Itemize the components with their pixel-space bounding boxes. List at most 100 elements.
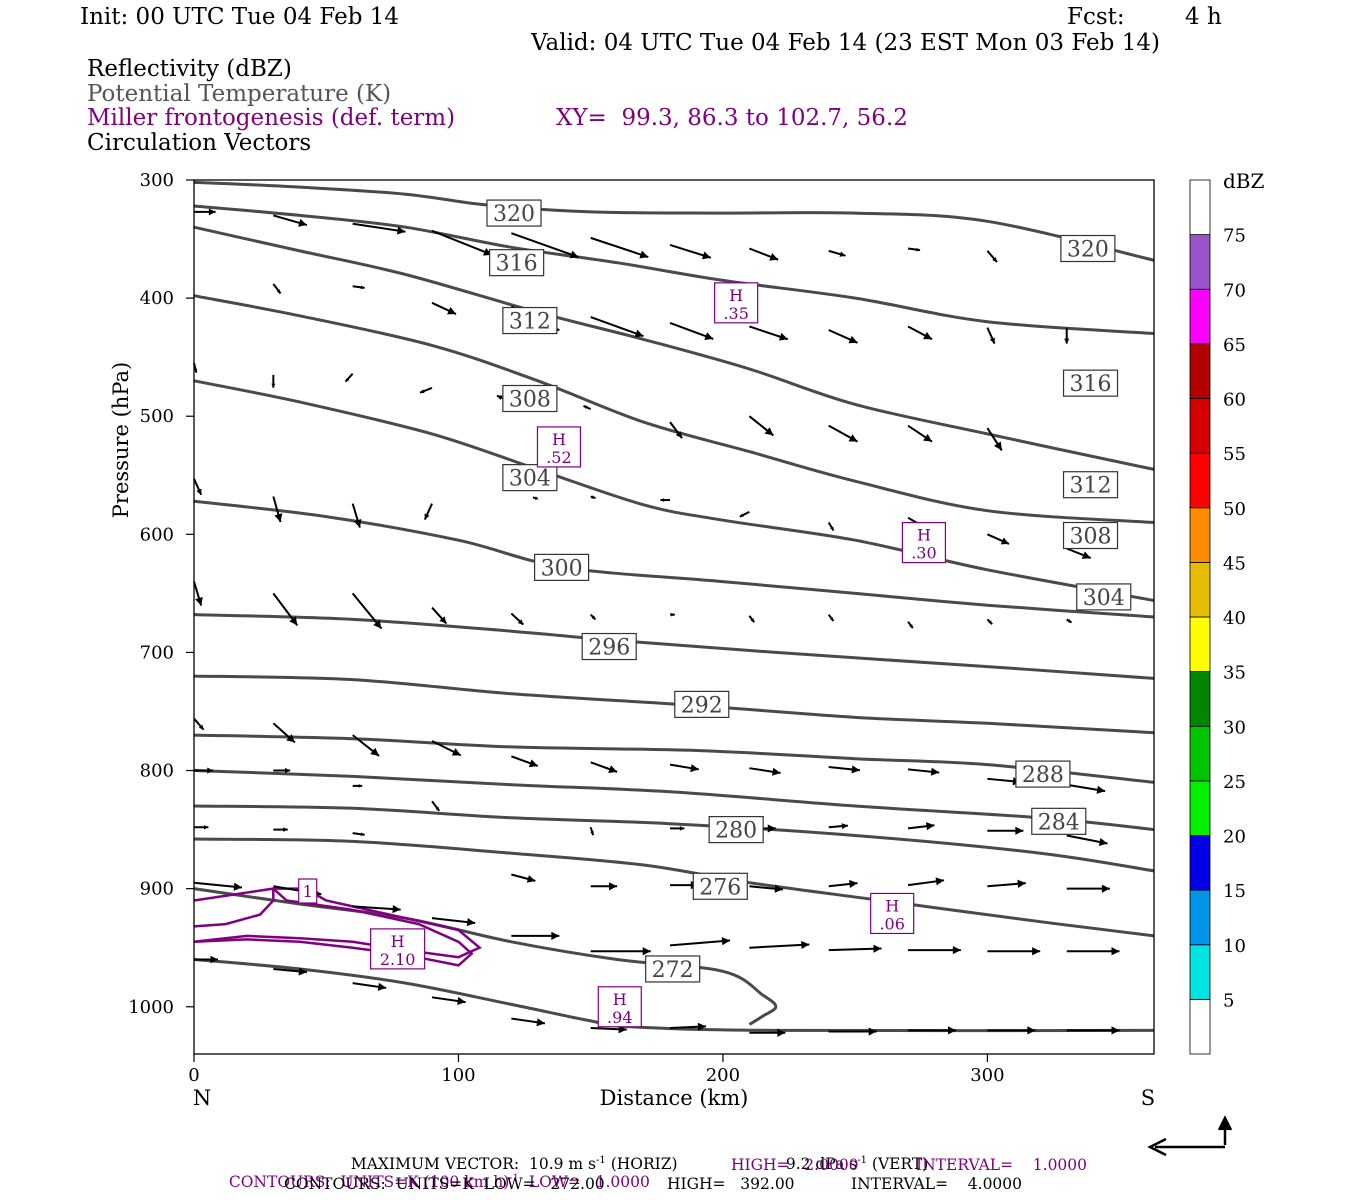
footer-contours-theta-high: HIGH= 392.00 xyxy=(667,1175,795,1193)
colorbar-level-label: 45 xyxy=(1223,553,1246,574)
x-tick-label: 0 xyxy=(188,1065,199,1086)
vector-arrow xyxy=(986,250,998,263)
miller-contour-label-box xyxy=(298,878,318,904)
vector-head xyxy=(533,496,537,501)
vector-head xyxy=(841,823,848,830)
y-tick-label: 300 xyxy=(140,170,174,191)
vector-head xyxy=(769,252,779,261)
colorbar-level-label: 50 xyxy=(1223,499,1246,520)
theta-label-320: 320 xyxy=(486,199,542,227)
vector-head xyxy=(830,526,834,531)
vector-arrow xyxy=(907,822,935,831)
vector-arrow xyxy=(589,613,597,621)
vector-head xyxy=(1000,537,1009,545)
vector-arrow xyxy=(510,612,525,626)
vector-arrow xyxy=(827,614,835,622)
vector-arrow xyxy=(1066,783,1106,794)
vector-head xyxy=(1111,947,1120,956)
vector-head xyxy=(639,250,649,259)
vector-head xyxy=(345,377,350,382)
theta-label-box xyxy=(1076,583,1132,611)
vector-head xyxy=(992,257,997,263)
colorbar-level-label: 35 xyxy=(1223,663,1246,684)
theta-label-text: 296 xyxy=(588,636,630,661)
miller-max-marker: H.35 xyxy=(714,282,759,324)
miller-max-value: .35 xyxy=(723,304,748,323)
theta-contour-296 xyxy=(193,613,1155,680)
vector-arrow xyxy=(660,498,671,502)
vector-head xyxy=(439,616,447,624)
vector-head xyxy=(848,335,858,344)
vector-head xyxy=(396,226,406,235)
vector-head xyxy=(583,405,588,410)
vector-arrow xyxy=(193,581,203,606)
vector-arrow xyxy=(511,755,539,768)
theta-contour-276 xyxy=(193,837,1155,938)
vector-head xyxy=(536,1018,545,1027)
theta-label-276: 276 xyxy=(692,872,748,900)
miller-contour-2.10 xyxy=(193,887,474,967)
vector-head xyxy=(195,596,203,606)
miller-max-h: H xyxy=(391,932,405,951)
vector-arrow xyxy=(511,931,560,940)
colorbar-swatch xyxy=(1189,616,1211,673)
vector-head xyxy=(777,1028,786,1037)
vector-arrow xyxy=(828,249,846,257)
vector-arrow xyxy=(351,503,362,528)
vector-shaft xyxy=(511,232,579,259)
vector-head xyxy=(952,945,961,955)
colorbar-swatch xyxy=(1189,725,1211,782)
vector-head xyxy=(283,827,288,832)
vector-arrow xyxy=(986,533,1010,545)
theta-label-box xyxy=(502,464,558,492)
vector-shaft xyxy=(590,316,644,338)
x-tick-label: 300 xyxy=(970,1065,1004,1086)
forecast-label: Fcst: xyxy=(1067,4,1125,30)
vector-arrow xyxy=(511,1017,546,1027)
miller-max-h: H xyxy=(613,990,627,1009)
vector-head xyxy=(370,747,380,756)
vector-head xyxy=(873,944,882,953)
vector-head xyxy=(994,441,1002,451)
field-vectors: Circulation Vectors xyxy=(87,130,312,156)
theta-label-box xyxy=(708,815,764,844)
theta-label-296: 296 xyxy=(581,632,637,661)
vector-arrow xyxy=(589,826,595,836)
vector-arrow xyxy=(1064,327,1070,344)
theta-label-308: 308 xyxy=(1062,521,1119,550)
vector-arrow xyxy=(431,917,476,927)
theta-label-text: 320 xyxy=(493,202,535,227)
vector-head xyxy=(569,250,579,259)
vector-arrow xyxy=(423,503,433,521)
vector-head xyxy=(675,431,683,439)
vector-arrow xyxy=(986,618,993,625)
colorbar-level-label: 30 xyxy=(1223,717,1246,738)
miller-max-h: H xyxy=(885,896,899,915)
vector-arrow xyxy=(352,222,406,235)
vector-arrow xyxy=(583,405,592,411)
vector-arrow xyxy=(1066,947,1120,956)
vector-head xyxy=(868,1027,877,1036)
colorbar-swatch xyxy=(1189,998,1211,1055)
vector-head xyxy=(679,826,685,831)
theta-contour-292 xyxy=(193,674,1155,735)
north-end-label: N xyxy=(193,1086,211,1110)
vector-head xyxy=(298,967,307,976)
vector-head xyxy=(778,332,788,341)
vector-shaft xyxy=(669,939,731,947)
y-tick-label: 400 xyxy=(140,288,174,309)
miller-max-marker: H.94 xyxy=(597,986,642,1028)
vector-arrow xyxy=(194,767,214,774)
vector-arrow xyxy=(987,947,1041,956)
vector-head xyxy=(1015,826,1024,835)
theta-label-text: 316 xyxy=(1070,372,1112,397)
miller-max-h: H xyxy=(917,526,931,545)
vector-head xyxy=(274,513,283,523)
theta-label-box xyxy=(1015,760,1071,788)
south-end-label: S xyxy=(1141,1086,1155,1110)
vector-arrow xyxy=(749,884,784,893)
theta-label-text: 312 xyxy=(509,310,551,335)
vector-arrow xyxy=(669,1022,707,1031)
theta-label-text: 300 xyxy=(541,556,583,581)
